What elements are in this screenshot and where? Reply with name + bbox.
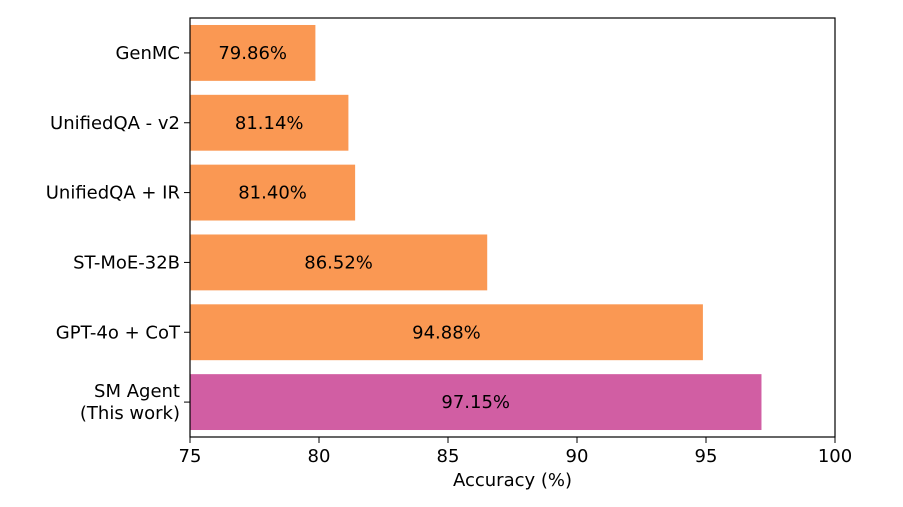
- bar-1: [190, 24, 316, 81]
- category-label: SM Agent (This work): [80, 381, 180, 424]
- bar-value-label: 81.40%: [238, 183, 307, 204]
- x-tick-label: 90: [566, 446, 589, 467]
- x-tick-label: 95: [695, 446, 718, 467]
- plot-frame: [189, 17, 836, 438]
- x-axis-label: Accuracy (%): [453, 470, 572, 491]
- x-tick-label: 85: [437, 446, 460, 467]
- category-label: UnifiedQA + IR: [46, 183, 180, 204]
- category-label: GenMC: [115, 43, 180, 64]
- bar-value-label: 86.52%: [304, 252, 373, 273]
- bar-3: [190, 164, 356, 221]
- bar-value-label: 97.15%: [441, 392, 510, 413]
- bar-5: [190, 304, 703, 361]
- x-axis-ticks: 75 80 85 90 95 100: [179, 437, 852, 467]
- category-label: GPT-4o + CoT: [56, 322, 181, 343]
- bar-value-label: 81.14%: [235, 113, 304, 134]
- bar-value-label: 79.86%: [218, 43, 287, 64]
- category-label: ST-MoE-32B: [73, 252, 180, 273]
- x-tick-label: 75: [179, 446, 202, 467]
- x-tick-label: 100: [818, 446, 852, 467]
- bar-6: [190, 374, 762, 431]
- bars-layer: [190, 24, 762, 431]
- bar-2: [190, 94, 349, 151]
- category-label: UnifiedQA - v2: [50, 113, 180, 134]
- bar-4: [190, 234, 488, 291]
- x-tick-label: 80: [308, 446, 331, 467]
- bar-value-label: 94.88%: [412, 322, 481, 343]
- y-axis-categories: GenMC UnifiedQA - v2 UnifiedQA + IR ST-MoE-…: [46, 43, 190, 424]
- bar-labels-layer: 79.86% 81.14% 81.40% 86.52% 94.88% 97.15%: [218, 43, 510, 413]
